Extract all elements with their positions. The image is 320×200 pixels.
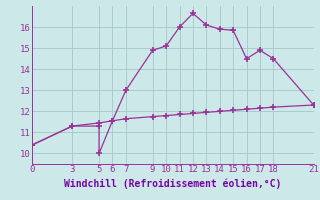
X-axis label: Windchill (Refroidissement éolien,°C): Windchill (Refroidissement éolien,°C)	[64, 179, 282, 189]
